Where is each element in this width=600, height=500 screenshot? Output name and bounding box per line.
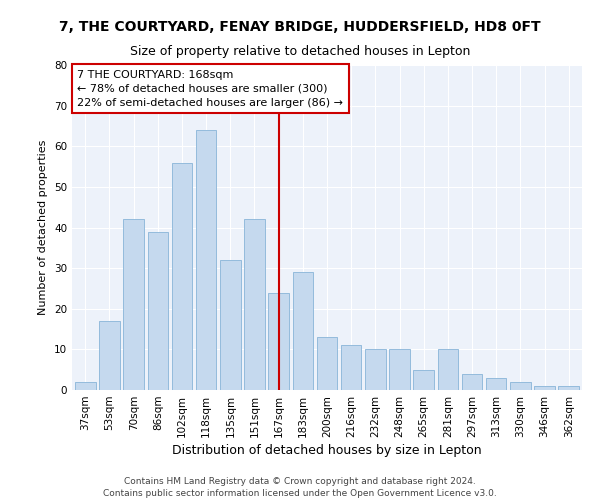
Y-axis label: Number of detached properties: Number of detached properties: [38, 140, 49, 315]
Bar: [75, 382, 95, 390]
Bar: [486, 378, 506, 390]
Text: 7, THE COURTYARD, FENAY BRIDGE, HUDDERSFIELD, HD8 0FT: 7, THE COURTYARD, FENAY BRIDGE, HUDDERSF…: [59, 20, 541, 34]
Text: Size of property relative to detached houses in Lepton: Size of property relative to detached ho…: [130, 45, 470, 58]
Bar: [99, 321, 120, 390]
Bar: [510, 382, 530, 390]
Bar: [462, 374, 482, 390]
Bar: [365, 350, 386, 390]
Bar: [172, 162, 192, 390]
Text: Contains HM Land Registry data © Crown copyright and database right 2024.
Contai: Contains HM Land Registry data © Crown c…: [103, 476, 497, 498]
X-axis label: Distribution of detached houses by size in Lepton: Distribution of detached houses by size …: [172, 444, 482, 457]
Bar: [268, 292, 289, 390]
Text: 7 THE COURTYARD: 168sqm
← 78% of detached houses are smaller (300)
22% of semi-d: 7 THE COURTYARD: 168sqm ← 78% of detache…: [77, 70, 343, 108]
Bar: [389, 350, 410, 390]
Bar: [124, 220, 144, 390]
Bar: [196, 130, 217, 390]
Bar: [220, 260, 241, 390]
Bar: [341, 346, 361, 390]
Bar: [437, 350, 458, 390]
Bar: [534, 386, 555, 390]
Bar: [559, 386, 579, 390]
Bar: [244, 220, 265, 390]
Bar: [413, 370, 434, 390]
Bar: [317, 337, 337, 390]
Bar: [148, 232, 168, 390]
Bar: [293, 272, 313, 390]
